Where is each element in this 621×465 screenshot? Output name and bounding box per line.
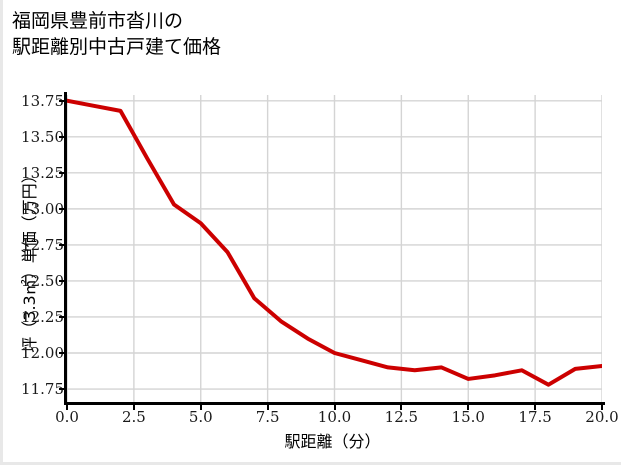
y-axis-spine <box>64 92 67 405</box>
x-tick-mark <box>333 405 336 410</box>
y-tick-label: 11.75 <box>21 380 64 399</box>
x-tick-label: 5.0 <box>188 408 213 426</box>
y-tick-label: 12.75 <box>21 235 64 254</box>
x-tick-mark <box>132 405 135 410</box>
x-tick-mark <box>199 405 202 410</box>
x-tick-mark <box>66 405 68 410</box>
y-axis-tick-labels: 13.75 13.50 13.25 13.00 12.75 12.50 12.25 12.00… <box>0 0 64 465</box>
y-tick-mark <box>59 171 64 174</box>
figure-bottom-border <box>0 462 621 465</box>
x-tick-label: 20.0 <box>585 408 619 426</box>
y-tick-mark <box>59 243 64 246</box>
x-tick-label: 7.5 <box>255 408 280 426</box>
data-series-line <box>67 98 602 387</box>
y-tick-mark <box>59 388 64 391</box>
x-axis-spine <box>64 402 605 405</box>
figure-left-border <box>0 0 3 465</box>
y-tick-mark <box>59 279 64 282</box>
x-tick-label: 2.5 <box>121 408 146 426</box>
x-axis-label-wrap: 駅距離（分） <box>0 428 621 452</box>
y-tick-mark <box>59 135 64 138</box>
y-tick-label: 13.50 <box>21 127 64 146</box>
y-tick-label: 12.25 <box>21 307 64 326</box>
y-tick-mark <box>59 207 64 210</box>
x-tick-label: 12.5 <box>384 408 419 426</box>
y-tick-label: 12.00 <box>21 343 64 362</box>
x-tick-label: 15.0 <box>451 408 485 426</box>
x-tick-label: 17.5 <box>518 408 552 426</box>
x-tick-label: 10.0 <box>317 408 352 426</box>
plot-area <box>67 95 602 402</box>
x-tick-mark <box>266 405 269 410</box>
chart-title: 福岡県豊前市沓川の 駅距離別中古戸建て価格 <box>12 10 222 58</box>
x-tick-mark <box>467 405 470 410</box>
y-tick-label: 13.25 <box>21 163 64 182</box>
y-tick-mark <box>59 99 64 102</box>
x-tick-mark <box>534 405 537 410</box>
y-tick-label: 13.00 <box>21 199 64 218</box>
x-tick-mark <box>400 405 403 410</box>
y-tick-mark <box>59 315 64 318</box>
y-tick-label: 13.75 <box>21 91 64 110</box>
x-axis-label: 駅距離（分） <box>284 432 381 451</box>
x-tick-mark <box>601 405 603 410</box>
x-tick-label: 0.0 <box>55 408 79 426</box>
y-tick-label: 12.50 <box>21 271 64 290</box>
y-tick-mark <box>59 351 64 354</box>
